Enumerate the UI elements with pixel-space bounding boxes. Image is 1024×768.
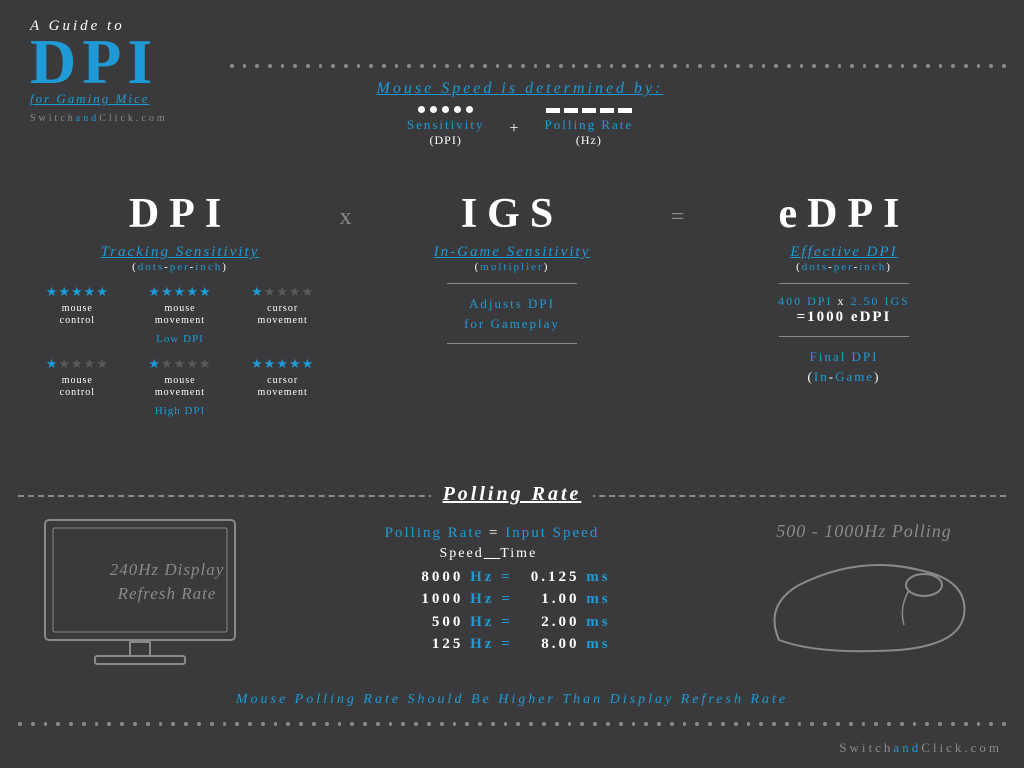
footer-a: Switch — [839, 740, 893, 755]
divider-line — [779, 336, 909, 337]
mspeed-title: Mouse Speed is determined by: — [300, 80, 740, 98]
header-subtitle: for Gaming Mice — [30, 91, 168, 107]
dots-bottom — [0, 722, 1024, 728]
header-block: A Guide to DPI for Gaming Mice Switchand… — [30, 18, 168, 124]
polling-table: Polling Rate = Input Speed Speed Time 80… — [373, 525, 610, 656]
bottom-message: Mouse Polling Rate Should Be Higher Than… — [0, 692, 1024, 708]
header-title: DPI — [30, 35, 168, 89]
mouse-speed-section: Mouse Speed is determined by: Sensitivit… — [300, 80, 740, 148]
mspeed-left-label: Sensitivity — [407, 117, 485, 133]
divider-line — [447, 283, 577, 284]
mspeed-polling: Polling Rate (Hz) — [545, 106, 634, 148]
star-cell: ★★★★★cursormovement — [235, 283, 330, 327]
igs-big: IGS — [362, 190, 662, 238]
dpi-sub: Tracking Sensitivity — [30, 244, 330, 261]
polling-eq: Polling Rate = Input Speed — [373, 525, 610, 542]
star-grid: ★★★★★mousecontrol★★★★★mousemovement★★★★★… — [30, 283, 330, 423]
footer-b: and — [893, 740, 921, 755]
divider-line — [779, 283, 909, 284]
polling-title: Polling Rate — [431, 483, 594, 506]
edpi-final2: (In-Game) — [694, 367, 994, 387]
igs-desc1: Adjusts DPI — [362, 294, 662, 314]
divider-line — [447, 343, 577, 344]
polling-headers: Speed Time — [373, 546, 610, 562]
polling-rows: 8000 Hz = 0.125 ms1000 Hz = 1.00 ms500 H… — [373, 566, 610, 656]
mspeed-right-label: Polling Rate — [545, 117, 634, 133]
dpi-paren: (dots-per-inch) — [30, 261, 330, 273]
star-cell: ★★★★★mousemovement — [133, 355, 228, 399]
edpi-final1: Final DPI — [694, 347, 994, 367]
mouse-block: 500 - 1000Hz Polling — [734, 521, 994, 660]
edpi-big: eDPI — [694, 190, 994, 238]
edpi-paren: (dots-per-inch) — [694, 261, 994, 273]
formula-row: DPI Tracking Sensitivity (dots-per-inch)… — [30, 190, 994, 423]
edpi-sub: Effective DPI — [694, 244, 994, 261]
polling-row: 8000 Hz = 0.125 ms — [373, 566, 610, 589]
edpi-calc1: 400 DPI x 2.50 IGS — [694, 294, 994, 309]
site-part-a: Switch — [30, 113, 76, 124]
mspeed-sensitivity: Sensitivity (DPI) — [407, 106, 485, 148]
monitor-text: 240Hz Display Refresh Rate — [82, 558, 252, 606]
star-cell: ★★★★★mousecontrol — [30, 283, 125, 327]
op-eq: = — [663, 204, 693, 423]
dpi-block: DPI Tracking Sensitivity (dots-per-inch)… — [30, 190, 330, 423]
polling-section: 240Hz Display Refresh Rate Polling Rate … — [30, 510, 994, 670]
igs-sub: In-Game Sensitivity — [362, 244, 662, 261]
star-cell: ★★★★★mousemovement — [133, 283, 228, 327]
igs-paren: (multiplier) — [362, 261, 662, 273]
polling-row: 1000 Hz = 1.00 ms — [373, 588, 610, 611]
monitor-block: 240Hz Display Refresh Rate — [30, 510, 250, 670]
low-dpi-label: Low DPI — [133, 333, 228, 345]
mouse-label: 500 - 1000Hz Polling — [734, 521, 994, 542]
site-part-b: and — [76, 113, 99, 124]
site-part-c: Click.com — [99, 113, 167, 124]
star-cell: ★★★★★cursormovement — [235, 355, 330, 399]
polling-row: 500 Hz = 2.00 ms — [373, 611, 610, 634]
dots-top — [0, 64, 1024, 70]
footer-site: SwitchandClick.com — [839, 740, 1002, 756]
header-site: SwitchandClick.com — [30, 113, 168, 124]
dashes-icon — [545, 108, 634, 113]
mspeed-right-paren: (Hz) — [545, 133, 634, 148]
igs-block: IGS In-Game Sensitivity (multiplier) Adj… — [362, 190, 662, 423]
high-dpi-label: High DPI — [133, 405, 228, 417]
footer-c: Click.com — [921, 740, 1002, 755]
dots-icon — [407, 106, 485, 113]
mspeed-left-paren: (DPI) — [407, 133, 485, 148]
edpi-block: eDPI Effective DPI (dots-per-inch) 400 D… — [694, 190, 994, 423]
polling-row: 125 Hz = 8.00 ms — [373, 633, 610, 656]
edpi-calc2: =1000 eDPI — [694, 309, 994, 326]
mspeed-plus: + — [509, 120, 519, 138]
star-cell: ★★★★★mousecontrol — [30, 355, 125, 399]
mouse-icon — [749, 550, 979, 660]
op-x: x — [331, 204, 361, 423]
dpi-big: DPI — [30, 190, 330, 238]
igs-desc2: for Gameplay — [362, 314, 662, 334]
